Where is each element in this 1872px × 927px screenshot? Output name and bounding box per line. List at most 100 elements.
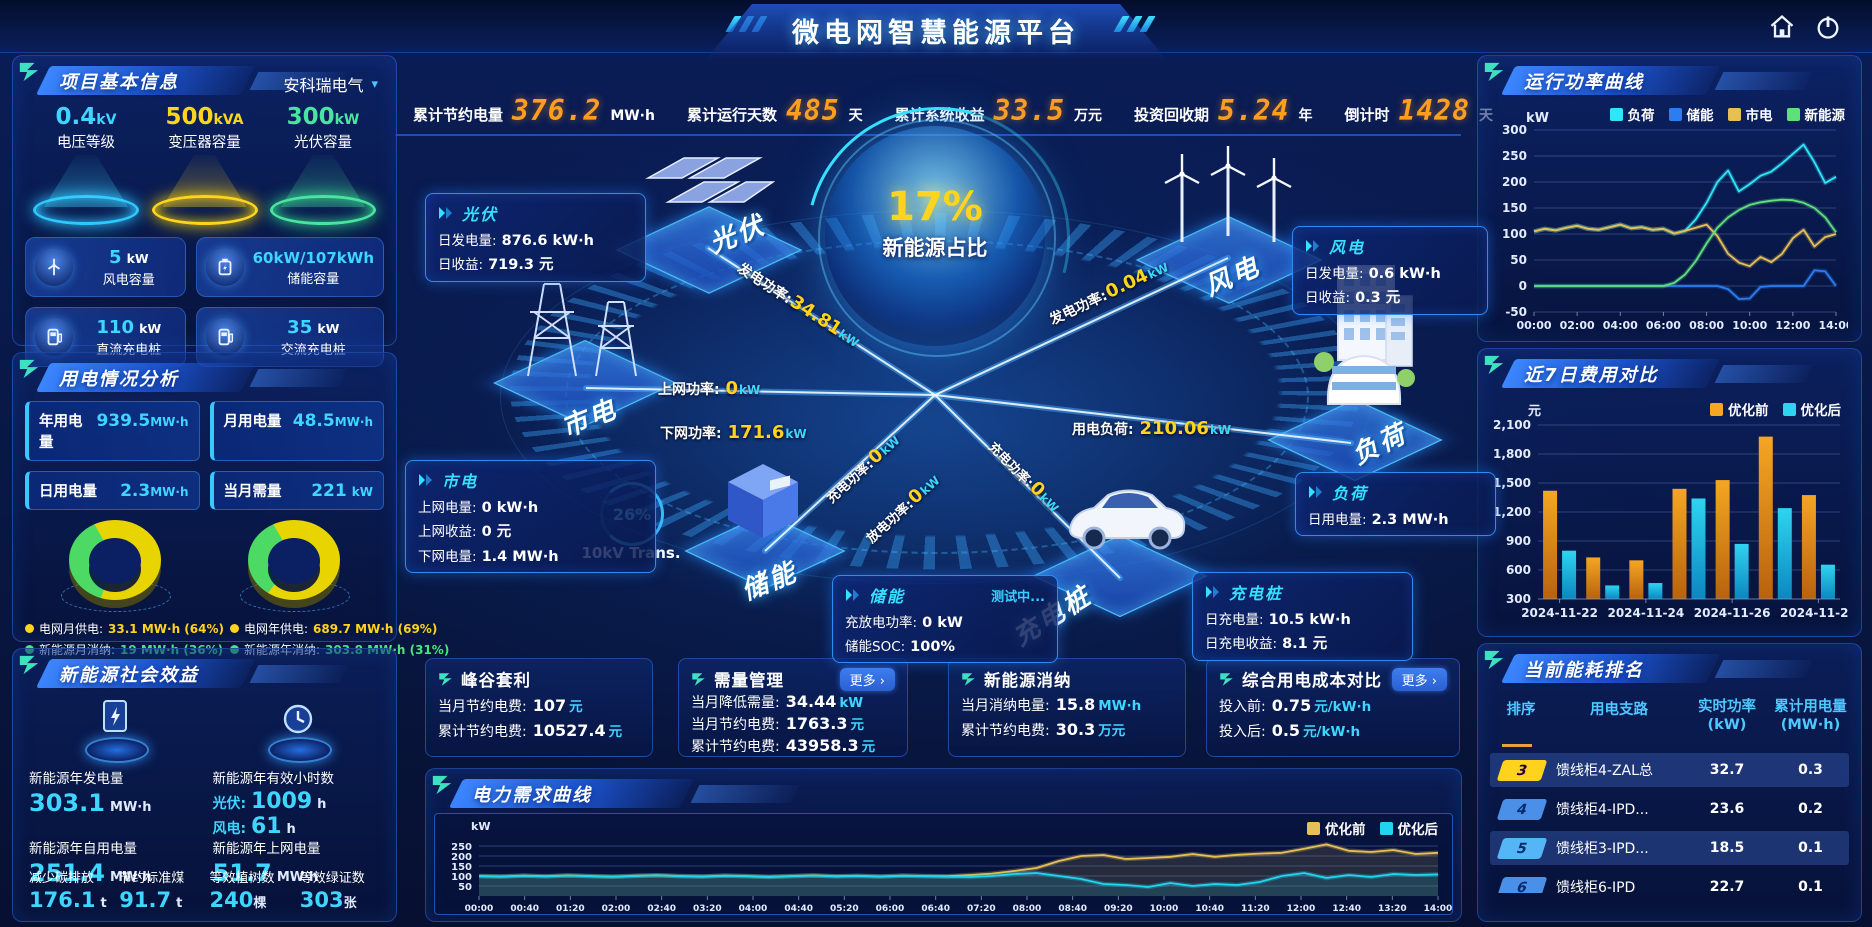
kpi-unit: 天 — [848, 107, 863, 124]
svg-text:08:00: 08:00 — [1689, 319, 1724, 332]
glow-base — [151, 195, 258, 225]
storage-info-box: 储能 测试中... 充放电功率: 0 kW 储能SOC: 100% — [832, 575, 1058, 663]
stat-day-usage: 日用电量 2.3MW·h — [25, 471, 200, 510]
benefit-coal: 节约标准煤 91.7 t — [119, 871, 185, 912]
svg-text:2024-11-28: 2024-11-28 — [1780, 606, 1848, 620]
svg-text:06:40: 06:40 — [921, 904, 950, 914]
svg-text:11:20: 11:20 — [1241, 904, 1270, 914]
demand-legend: 优化前 优化后 — [1307, 818, 1438, 838]
panel-project-info: 项目基本信息 安科瑞电气 ▾ 0.4kV 电压等级 500kVA 变压器容量 3… — [12, 55, 397, 367]
kpi-saved-energy: 累计节约电量 376.2 MW·h — [399, 94, 669, 127]
cost-chart: 元2,100 1,800 1,500 1,200 900 600 3002024-11-22… — [1493, 404, 1857, 620]
flow-down-power: 下网功率: 171.6kW — [660, 422, 807, 443]
more-button[interactable]: 更多 › — [1391, 667, 1447, 691]
flag-icon — [692, 672, 705, 686]
kpi-countdown: 倒计时 1428 天 — [1330, 94, 1506, 127]
svg-text:04:00: 04:00 — [1603, 319, 1638, 332]
svg-text:150: 150 — [1502, 201, 1527, 215]
svg-text:12:40: 12:40 — [1332, 904, 1361, 914]
panel-title: 运行功率曲线 — [1524, 72, 1644, 93]
title-right-decor — [1113, 16, 1156, 32]
kpi-unit: MW·h — [610, 107, 655, 124]
light-cone — [281, 155, 365, 207]
kpi-label: 投资回收期 — [1134, 105, 1210, 124]
svg-text:00:40: 00:40 — [510, 904, 539, 914]
table-row[interactable]: 4 馈线柜4-IPD... 23.6 0.2 — [1490, 792, 1849, 826]
svg-text:300: 300 — [1502, 123, 1527, 137]
ac-charger-icon — [205, 318, 244, 356]
more-button[interactable]: 更多 › — [839, 667, 895, 691]
panel-title: 近7日费用对比 — [1524, 365, 1659, 386]
cost-chart-area: 优化前 优化后 元 2,100 1,800 1,500 1,200 900 600 300 202… — [1488, 393, 1857, 628]
light-cone — [162, 155, 247, 207]
svg-text:200: 200 — [451, 852, 472, 863]
kpi-value: 1428 — [1398, 93, 1470, 127]
panel-title: 项目基本信息 — [59, 72, 179, 93]
power-icon[interactable] — [1814, 13, 1842, 41]
panel-title: 当前能耗排名 — [1524, 660, 1644, 681]
kpi-label: 累计运行天数 — [686, 105, 777, 124]
rank-badge: 3 — [1496, 759, 1548, 781]
table-row[interactable]: 5 馈线柜3-IPD... 18.5 0.1 — [1490, 831, 1849, 866]
benefit-hours: 新能源年有效小时数 光伏: 1009 h 风电: 61 h — [209, 697, 385, 839]
svg-text:1,500: 1,500 — [1493, 476, 1531, 490]
legend-item: 优化后 — [1379, 818, 1438, 838]
kpi-value: 5.24 — [1218, 93, 1290, 127]
stat-year-usage: 年用电量 939.5MW·h — [25, 401, 200, 461]
flag-icon — [432, 775, 452, 795]
flag-icon — [19, 62, 39, 82]
title-banner: 微电网智慧能源平台 — [706, 4, 1166, 59]
flag-icon — [19, 655, 39, 675]
legend-item: 新能源 — [1786, 104, 1845, 124]
company-selector[interactable]: 安科瑞电气 ▾ — [283, 72, 378, 96]
svg-text:12:00: 12:00 — [1775, 319, 1810, 332]
demand-chart-area: 优化前 优化后 kW 250 200 150 100 50 00:00 00:40 01:20 02… — [434, 813, 1453, 915]
home-icon[interactable] — [1768, 13, 1796, 41]
donut-year-supply — [240, 520, 351, 612]
svg-text:06:00: 06:00 — [1646, 319, 1681, 332]
ratio-value: 17% — [887, 184, 983, 230]
svg-text:02:40: 02:40 — [647, 904, 676, 914]
svg-text:2,100: 2,100 — [1493, 418, 1531, 432]
table-row[interactable]: 6 馈线柜6-IPD 22.7 0.1 — [1490, 870, 1849, 894]
svg-text:2024-11-24: 2024-11-24 — [1607, 606, 1684, 620]
svg-text:02:00: 02:00 — [602, 904, 631, 914]
company-name: 安科瑞电气 — [283, 76, 364, 95]
panel-peak-valley: 峰谷套利 当月节约电费: 107 元 累计节约电费: 10527.4 元 — [425, 658, 653, 757]
svg-text:100: 100 — [451, 872, 472, 883]
kpi-income: 累计系统收益 33.5 万元 — [881, 94, 1116, 127]
top-header: 微电网智慧能源平台 — [0, 0, 1872, 53]
svg-text:10:40: 10:40 — [1195, 904, 1224, 914]
svg-text:07:20: 07:20 — [967, 904, 996, 914]
legend-item: 市电 — [1727, 104, 1773, 124]
panel-demand-mgmt: 需量管理 更多 › 当月降低需量: 34.44 kW 当月节约电费: 1763.3 元 累… — [678, 658, 908, 757]
benefit-grid-out: 新能源年上网电量 51.7 MW·h — [212, 841, 321, 887]
svg-text:kW: kW — [1526, 111, 1549, 126]
svg-text:900: 900 — [1506, 534, 1531, 548]
table-row[interactable]: 3 馈线柜4-ZAL总 32.7 0.3 — [1490, 753, 1849, 788]
ev-car-icon — [1068, 489, 1186, 550]
podium-transformer: 500kVA 变压器容量 — [146, 104, 264, 225]
flag-icon — [439, 672, 452, 686]
svg-text:0: 0 — [1519, 279, 1527, 293]
flag-icon — [1220, 672, 1233, 686]
run-legend: 负荷 储能 市电 新能源 — [1609, 104, 1845, 124]
kpi-unit: 年 — [1298, 107, 1313, 124]
donut-month-supply — [60, 520, 171, 612]
svg-text:50: 50 — [1510, 253, 1527, 267]
flag-icon — [1484, 650, 1504, 670]
charger-info-box: 充电桩 日充电量: 10.5 kW·h 日充电收益: 8.1 元 — [1192, 572, 1413, 661]
ranking-rows: 3 馈线柜4-ZAL总 32.7 0.3 4 馈线柜4-IPD... 23.6 … — [1490, 753, 1849, 894]
svg-text:2024-11-26: 2024-11-26 — [1694, 606, 1771, 620]
benefit-body: 新能源年发电量 303.1 MW·h 新能源年有效小时数 光伏: 1009 h … — [25, 697, 385, 912]
kpi-unit: 万元 — [1074, 107, 1103, 124]
rank-badge: 5 — [1496, 837, 1548, 859]
flag-icon — [962, 672, 975, 686]
wind-info-box: 风电 日发电量: 0.6 kW·h 日收益: 0.3 元 — [1292, 226, 1488, 315]
grid-info-box: 市电 上网电量: 0 kW·h 上网收益: 0 元 下网电量: 1.4 MW·h — [405, 460, 656, 573]
svg-text:250: 250 — [451, 842, 472, 853]
kpi-payback: 投资回收期 5.24 年 — [1120, 94, 1326, 127]
legend-grid-month: 电网月供电: 33.1 MW·h (64%) — [25, 620, 224, 637]
legend-item: 负荷 — [1609, 104, 1655, 124]
rank-badge: 4 — [1496, 798, 1548, 820]
